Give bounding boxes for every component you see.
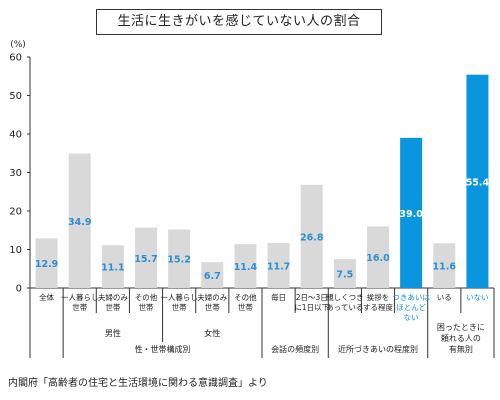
category-label: 世帯 <box>72 302 87 312</box>
data-label: 11.4 <box>234 262 258 273</box>
category-label: 世帯 <box>139 302 154 312</box>
group-label-female: 女性 <box>204 328 220 338</box>
category-label: 毎日 <box>271 292 286 302</box>
bar <box>367 226 389 288</box>
group-label-neighbor: 近所づきあいの程度別 <box>338 344 418 354</box>
group-label-trouble: 有無別 <box>449 344 473 354</box>
category-label: 一人暮らし <box>61 292 99 302</box>
y-tick-label: 60 <box>9 53 22 64</box>
bar <box>35 238 58 288</box>
category-label: いない <box>466 293 489 302</box>
category-label: 挨拶を <box>367 292 390 302</box>
y-axis-unit: (%) <box>10 40 26 50</box>
data-label: 11.1 <box>101 263 124 274</box>
y-tick-label: 0 <box>16 284 22 295</box>
data-label: 6.7 <box>204 271 221 282</box>
data-label: 11.6 <box>433 262 457 273</box>
bar <box>267 242 290 288</box>
bar <box>333 259 356 288</box>
category-label: いる <box>437 293 452 302</box>
bar <box>135 227 157 288</box>
data-label: 26.8 <box>300 232 324 243</box>
group-label-male: 男性 <box>105 328 121 338</box>
bar-layer <box>35 74 489 289</box>
category-label: ほとんど <box>396 303 426 312</box>
y-tick-label: 20 <box>9 207 22 218</box>
category-label: あっている <box>326 303 363 312</box>
category-label: する程度 <box>363 302 393 312</box>
category-label: 世帯 <box>172 302 187 312</box>
bar <box>168 229 191 288</box>
category-label: 一人暮らし <box>160 292 198 302</box>
data-label: 16.0 <box>366 253 390 264</box>
bar <box>201 262 224 288</box>
data-label: 7.5 <box>336 270 353 281</box>
category-label: その他 <box>234 292 257 302</box>
category-label: 親しくつき <box>326 292 364 302</box>
bar <box>400 137 423 288</box>
data-label: 12.9 <box>35 259 58 270</box>
bar <box>466 74 489 289</box>
chart-title: 生活に生きがいを感じていない人の割合 <box>96 9 382 35</box>
bar <box>234 244 257 288</box>
y-tick-label: 50 <box>9 91 22 102</box>
y-tick-label: 10 <box>9 245 22 256</box>
y-tick-label: 40 <box>9 130 22 141</box>
category-label: 全体 <box>39 292 54 302</box>
data-label: 55.4 <box>466 177 490 188</box>
category-label: 世帯 <box>205 302 220 312</box>
group-label-household: 性・世帯構成別 <box>135 344 191 354</box>
category-label: 夫婦のみ <box>197 292 227 302</box>
category-label: 夫婦のみ <box>98 292 128 302</box>
label-layer: 12.9 34.9 11.1 15.7 15.2 6.7 11.4 11.7 26.8 7.5 16… <box>35 177 490 354</box>
bar <box>68 153 91 288</box>
group-label-conversation: 会話の頻度別 <box>271 344 319 354</box>
group-label-trouble: 困ったときに <box>437 323 485 332</box>
y-tick-label: 30 <box>9 168 22 179</box>
bar <box>433 243 456 288</box>
category-label: に1日以下 <box>294 303 329 312</box>
category-label: ない <box>404 313 419 322</box>
bar <box>300 184 323 288</box>
group-label-trouble: 頼れる人の <box>441 334 481 343</box>
data-label: 39.0 <box>399 209 423 220</box>
category-label: 世帯 <box>105 302 120 312</box>
data-label: 15.7 <box>134 254 157 265</box>
source-note: 内閣府「高齢者の住宅と生活環境に関わる意識調査」より <box>8 378 268 389</box>
bar <box>101 245 124 288</box>
category-label: その他 <box>135 292 158 302</box>
data-label: 15.2 <box>167 255 190 266</box>
category-label: 世帯 <box>238 302 253 312</box>
data-label: 34.9 <box>68 217 91 228</box>
data-label: 11.7 <box>267 261 290 272</box>
category-label: つきあいは <box>392 293 430 302</box>
category-label: 2日〜3日 <box>296 293 328 302</box>
